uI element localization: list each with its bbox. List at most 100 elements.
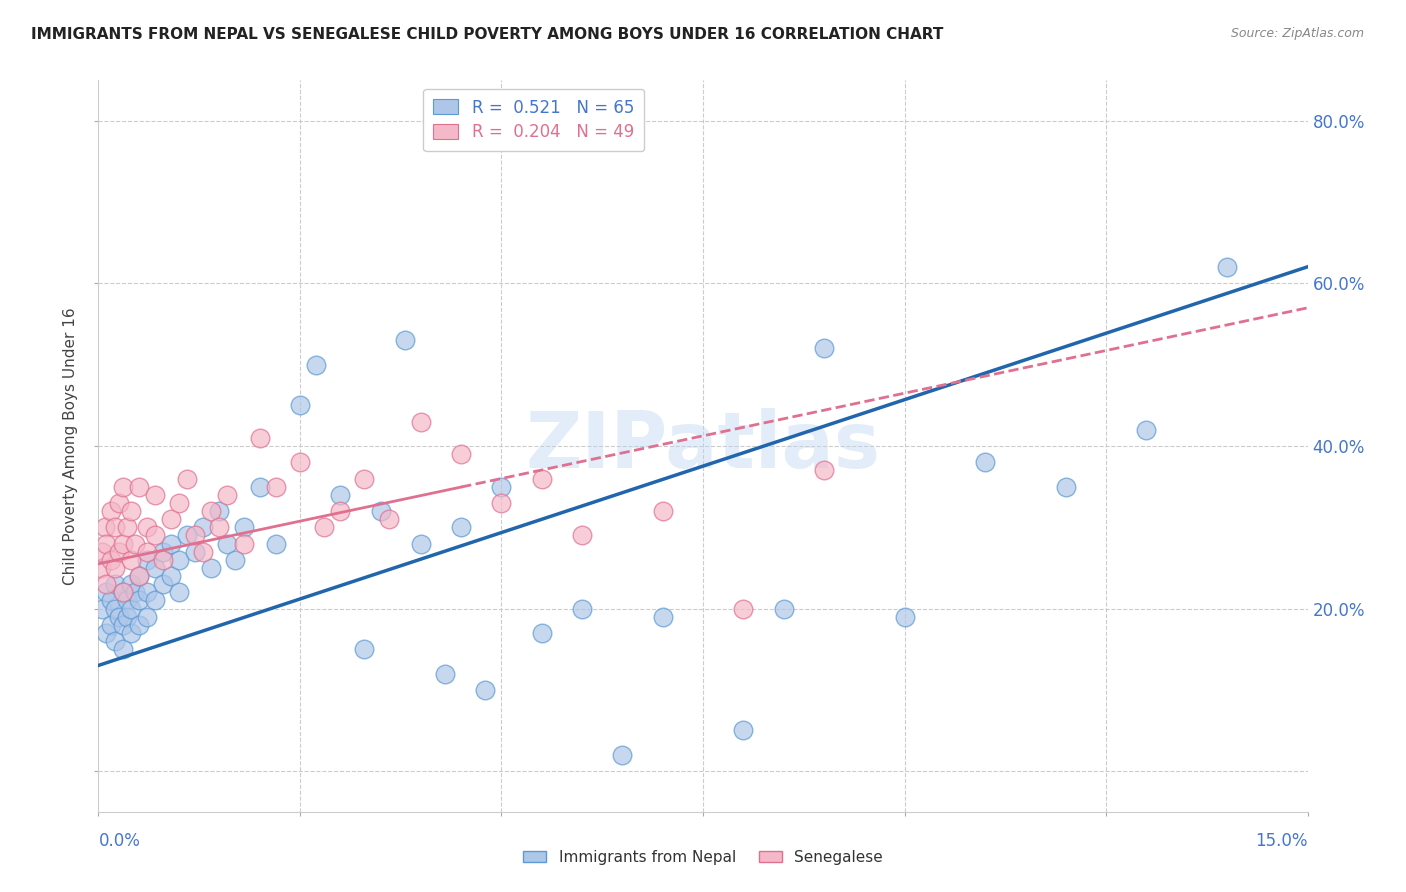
Point [974,455,997,469]
Point [1216,260,1239,275]
Point [128,593,150,607]
Point [124,536,146,550]
Point [107,496,129,510]
Point [128,569,150,583]
Text: Source: ZipAtlas.com: Source: ZipAtlas.com [1230,27,1364,40]
Point [474,682,496,697]
Point [100,593,122,607]
Point [111,617,134,632]
Point [143,488,166,502]
Text: ZIPatlas: ZIPatlas [526,408,880,484]
Point [111,480,134,494]
Text: IMMIGRANTS FROM NEPAL VS SENEGALESE CHILD POVERTY AMONG BOYS UNDER 16 CORRELATIO: IMMIGRANTS FROM NEPAL VS SENEGALESE CHIL… [31,27,943,42]
Point [128,480,150,494]
Point [370,504,392,518]
Legend: Immigrants from Nepal, Senegalese: Immigrants from Nepal, Senegalese [517,844,889,871]
Point [733,601,755,615]
Point [143,561,166,575]
Point [103,520,125,534]
Point [305,358,328,372]
Point [107,544,129,558]
Point [409,415,432,429]
Point [115,593,138,607]
Point [571,601,593,615]
Point [217,488,239,502]
Point [651,609,673,624]
Point [135,585,157,599]
Point [217,536,239,550]
Point [409,536,432,550]
Text: 0.0%: 0.0% [98,832,141,850]
Point [135,520,157,534]
Point [176,471,198,485]
Point [232,536,254,550]
Point [491,496,513,510]
Point [329,504,352,518]
Point [434,666,457,681]
Point [167,585,190,599]
Point [1135,423,1157,437]
Point [115,609,138,624]
Point [772,601,794,615]
Point [353,471,375,485]
Point [530,626,553,640]
Point [111,642,134,657]
Point [288,455,311,469]
Point [377,512,399,526]
Point [314,520,336,534]
Point [193,520,215,534]
Point [208,504,231,518]
Point [103,561,125,575]
Point [160,536,183,550]
Point [733,723,755,738]
Point [91,544,114,558]
Point [143,528,166,542]
Point [249,480,271,494]
Point [94,520,117,534]
Point [450,447,472,461]
Point [530,471,553,485]
Point [135,553,157,567]
Point [143,593,166,607]
Point [96,577,118,591]
Point [167,553,190,567]
Y-axis label: Child Poverty Among Boys Under 16: Child Poverty Among Boys Under 16 [63,307,79,585]
Point [120,577,142,591]
Point [96,585,118,599]
Point [115,520,138,534]
Point [167,496,190,510]
Point [111,585,134,599]
Point [491,480,513,494]
Point [813,463,835,477]
Point [184,544,207,558]
Point [103,601,125,615]
Point [100,504,122,518]
Point [224,553,246,567]
Point [893,609,915,624]
Point [571,528,593,542]
Text: 15.0%: 15.0% [1256,832,1308,850]
Point [135,544,157,558]
Point [100,617,122,632]
Point [100,553,122,567]
Point [96,536,118,550]
Legend: R =  0.521   N = 65, R =  0.204   N = 49: R = 0.521 N = 65, R = 0.204 N = 49 [423,88,644,152]
Point [107,609,129,624]
Point [96,626,118,640]
Point [120,601,142,615]
Point [200,561,222,575]
Point [91,601,114,615]
Point [152,577,174,591]
Point [200,504,222,518]
Point [176,528,198,542]
Point [193,544,215,558]
Point [152,553,174,567]
Point [232,520,254,534]
Point [208,520,231,534]
Point [103,577,125,591]
Point [128,617,150,632]
Point [249,431,271,445]
Point [120,626,142,640]
Point [184,528,207,542]
Point [353,642,375,657]
